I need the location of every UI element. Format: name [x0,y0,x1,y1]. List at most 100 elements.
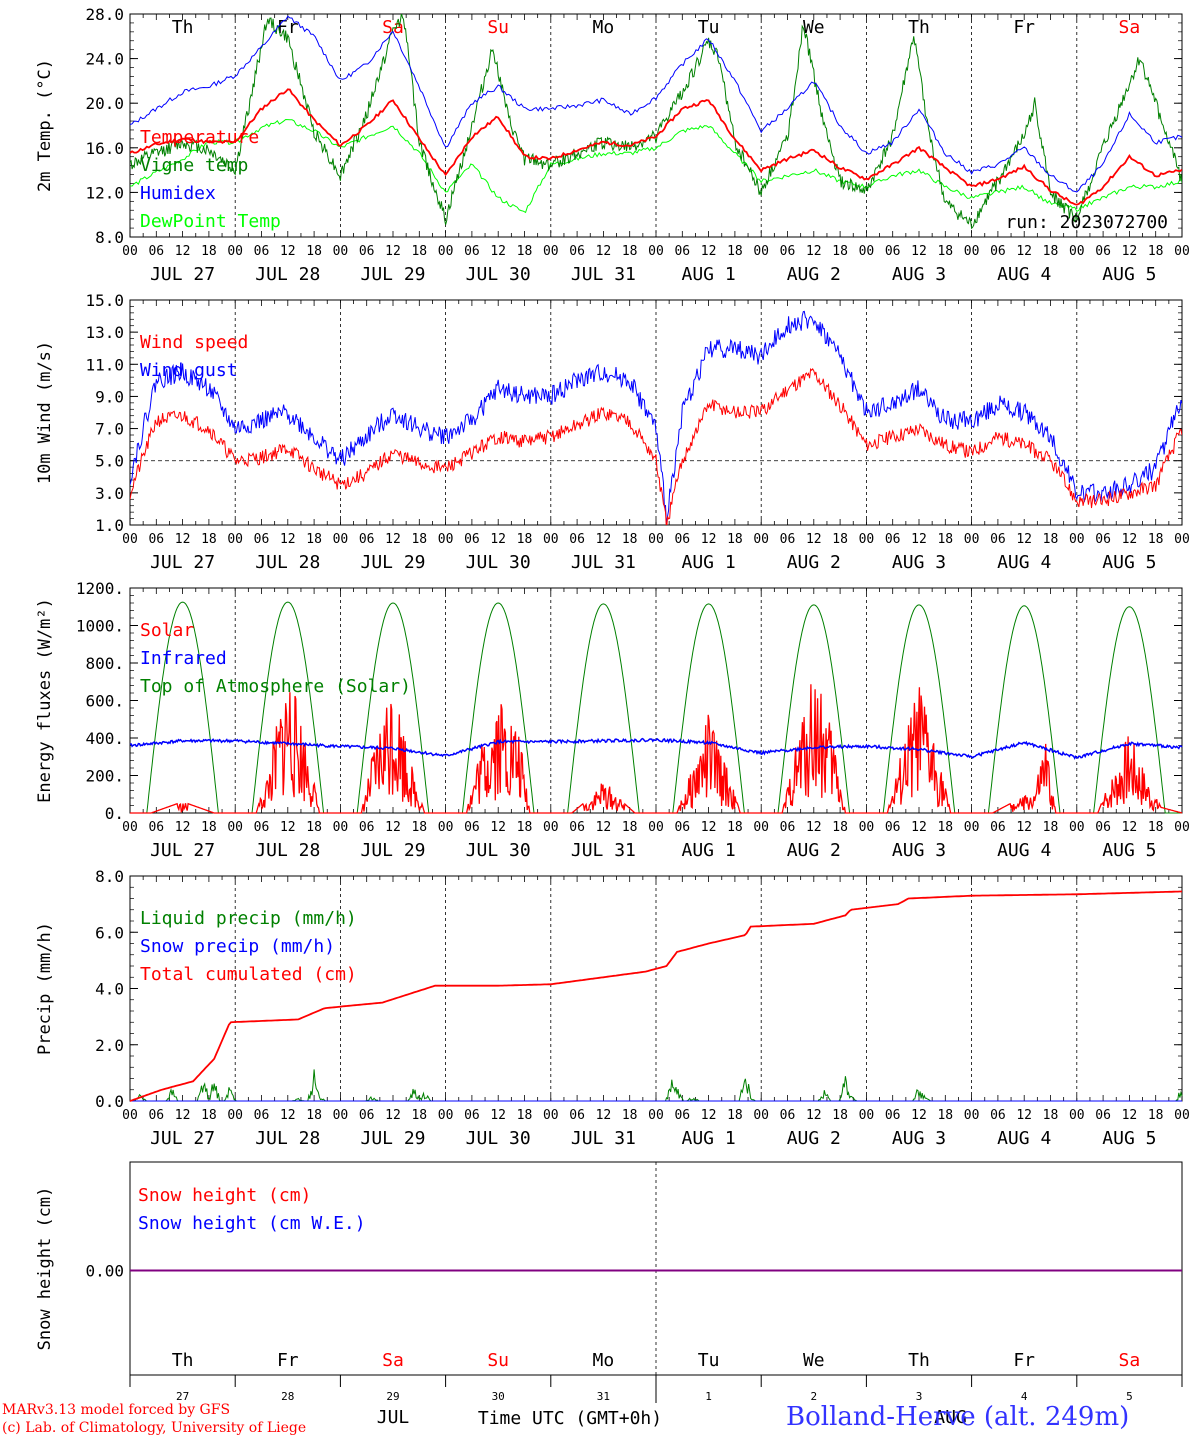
panel-5-ylabel: Snow height (cm) [35,1187,55,1351]
series-vigne-temp [130,14,1182,230]
hour-label: 00 [543,820,559,835]
hour-label: 06 [148,820,164,835]
hour-label: 12 [490,532,506,547]
y-tick-label: 0.00 [85,1262,124,1281]
hour-label: 06 [990,820,1006,835]
hour-label: 18 [201,532,217,547]
day-name: Th [172,17,194,38]
bottom-day-label: 28 [281,1390,294,1403]
date-label: AUG 4 [997,1128,1051,1149]
hour-label: 18 [727,1108,743,1123]
date-label: AUG 2 [787,264,841,285]
legend-snow-height-cm: Snow height (cm) [138,1185,311,1206]
hour-label: 00 [543,244,559,259]
y-tick-label: 200. [85,767,124,786]
hour-label: 06 [885,244,901,259]
hour-label: 12 [175,1108,191,1123]
legend-temperature: Temperature [140,127,259,148]
hour-label: 18 [727,244,743,259]
hour-label: 18 [727,820,743,835]
hour-label: 00 [753,1108,769,1123]
y-tick-label: 5.0 [95,452,124,471]
hour-label: 06 [254,244,270,259]
legend-vigne-temp: Vigne temp [140,155,248,176]
y-tick-label: 16.0 [85,139,124,158]
bottom-day-label: 29 [386,1390,399,1403]
hour-label: 00 [333,1108,349,1123]
hour-label: 18 [306,820,322,835]
hour-label: 06 [464,532,480,547]
bottom-day-label: 2 [810,1390,817,1403]
hour-label: 12 [911,1108,927,1123]
month-label-jul: JUL [377,1407,410,1428]
day-name: Su [487,17,509,38]
hour-label: 00 [648,1108,664,1123]
hour-label: 12 [175,820,191,835]
y-tick-label: 9.0 [95,387,124,406]
date-label: AUG 3 [892,1128,946,1149]
hour-label: 00 [122,820,138,835]
hour-label: 18 [1148,1108,1164,1123]
hour-label: 06 [885,532,901,547]
hour-label: 00 [543,532,559,547]
date-label: JUL 29 [360,552,425,573]
date-label: AUG 4 [997,552,1051,573]
month-label-aug: AUG [934,1407,967,1428]
day-name-bottom: Fr [1013,1350,1035,1371]
hour-label: 00 [122,532,138,547]
hour-label: 12 [490,244,506,259]
hour-label: 00 [859,820,875,835]
hour-label: 00 [648,244,664,259]
hour-label: 00 [753,532,769,547]
hour-label: 12 [175,532,191,547]
hour-label: 12 [385,244,401,259]
panel-3-ylabel: Energy fluxes (W/m²) [35,598,55,803]
hour-label: 12 [385,1108,401,1123]
panel-2-ylabel: 10m Wind (m/s) [35,341,55,484]
hour-label: 18 [201,820,217,835]
y-tick-label: 8.0 [95,867,124,886]
legend-wind-gust: Wind gust [140,360,238,381]
hour-label: 12 [385,820,401,835]
date-label: JUL 31 [571,840,636,861]
day-name: Mo [593,17,615,38]
y-tick-label: 600. [85,692,124,711]
hour-label: 12 [596,1108,612,1123]
legend-snow-precip-mm-h-: Snow precip (mm/h) [140,936,335,957]
hour-label: 12 [806,244,822,259]
hour-label: 06 [148,532,164,547]
date-label: AUG 5 [1102,552,1156,573]
date-label: JUL 31 [571,1128,636,1149]
legend-humidex: Humidex [140,183,216,204]
date-label: JUL 30 [466,840,531,861]
date-label: JUL 28 [255,264,320,285]
series-wind-speed [130,368,1182,525]
hour-label: 18 [201,244,217,259]
hour-label: 12 [596,244,612,259]
hour-label: 06 [569,532,585,547]
day-name: Th [908,17,930,38]
day-name-bottom: Tu [698,1350,720,1371]
date-label: JUL 30 [466,264,531,285]
hour-label: 18 [517,532,533,547]
hour-label: 00 [964,532,980,547]
hour-label: 06 [569,820,585,835]
hour-label: 12 [911,244,927,259]
hour-label: 06 [674,820,690,835]
hour-label: 00 [964,820,980,835]
y-tick-label: 15.0 [85,291,124,310]
hour-label: 18 [306,1108,322,1123]
hour-label: 06 [990,1108,1006,1123]
date-label: AUG 1 [682,840,736,861]
hour-label: 00 [227,244,243,259]
day-name-bottom: We [803,1350,825,1371]
hour-label: 18 [937,820,953,835]
date-label: JUL 30 [466,1128,531,1149]
day-name-bottom: Fr [277,1350,299,1371]
series-dewpoint-temp [130,118,1182,214]
series-infrared [129,737,1183,760]
hour-label: 12 [1122,1108,1138,1123]
hour-label: 12 [701,1108,717,1123]
day-name: Tu [698,17,720,38]
